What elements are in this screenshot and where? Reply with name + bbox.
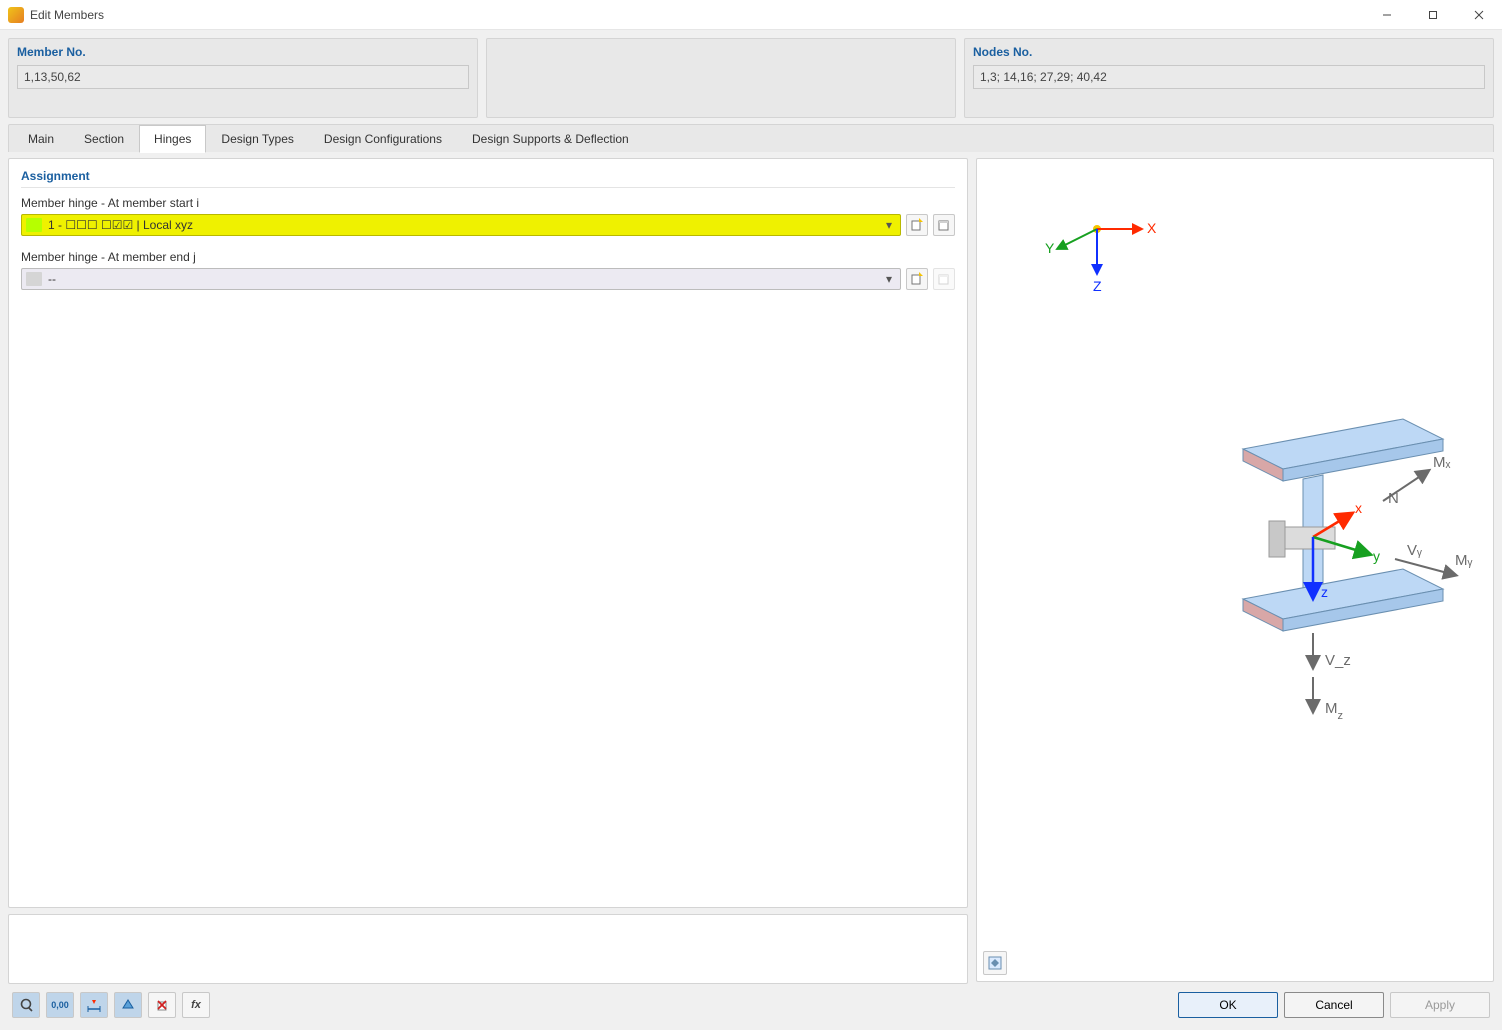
preview-panel[interactable]: X Y Z — [976, 158, 1494, 982]
hinge-start-value: 1 - ☐☐☐ ☐☑☑ | Local xyz — [48, 218, 882, 232]
units-button[interactable]: 0,00 — [46, 992, 74, 1018]
axis-z-label: Z — [1093, 278, 1102, 294]
nodes-no-panel: Nodes No. — [964, 38, 1494, 118]
middle-empty-panel — [486, 38, 956, 118]
member-no-label: Member No. — [17, 45, 469, 59]
svg-text:Mᵧ: Mᵧ — [1455, 552, 1472, 569]
hinge-start-swatch — [26, 218, 42, 232]
comment-panel — [8, 914, 968, 984]
chevron-down-icon: ▾ — [882, 272, 896, 286]
hinge-end-swatch — [26, 272, 42, 286]
member-no-field[interactable] — [17, 65, 469, 89]
hinge-end-edit-button — [933, 268, 955, 290]
svg-text:N: N — [1388, 490, 1399, 507]
hinge-start-group: Member hinge - At member start i 1 - ☐☐☐… — [21, 196, 955, 236]
app-icon — [8, 7, 24, 23]
hinge-end-group: Member hinge - At member end j -- ▾ — [21, 250, 955, 290]
hinge-start-new-button[interactable] — [906, 214, 928, 236]
view-button[interactable] — [114, 992, 142, 1018]
svg-text:y: y — [1373, 548, 1380, 564]
footer-toolbar: 0,00 fx OK Cancel Apply — [8, 988, 1494, 1022]
axis-triad: X Y Z — [1037, 209, 1157, 309]
ok-button[interactable]: OK — [1178, 992, 1278, 1018]
hinge-start-edit-button[interactable] — [933, 214, 955, 236]
svg-text:Mz: Mz — [1325, 700, 1343, 722]
axis-x-label: X — [1147, 220, 1157, 236]
assignment-title: Assignment — [21, 169, 955, 188]
tab-hinges[interactable]: Hinges — [139, 125, 206, 153]
member-no-panel: Member No. — [8, 38, 478, 118]
svg-text:Vᵧ: Vᵧ — [1407, 542, 1422, 559]
minimize-button[interactable] — [1364, 0, 1410, 30]
dimension-button[interactable] — [80, 992, 108, 1018]
tab-design-configurations[interactable]: Design Configurations — [309, 125, 457, 152]
delete-button[interactable] — [148, 992, 176, 1018]
function-button[interactable]: fx — [182, 992, 210, 1018]
help-button[interactable] — [12, 992, 40, 1018]
svg-text:z: z — [1321, 584, 1328, 600]
tab-design-types[interactable]: Design Types — [206, 125, 309, 152]
hinge-end-value: -- — [48, 272, 882, 286]
tab-design-supports-deflection[interactable]: Design Supports & Deflection — [457, 125, 644, 152]
tab-section[interactable]: Section — [69, 125, 139, 152]
hinge-end-new-button[interactable] — [906, 268, 928, 290]
chevron-down-icon: ▾ — [882, 218, 896, 232]
hinge-end-combo[interactable]: -- ▾ — [21, 268, 901, 290]
hinge-diagram: x y z Mₓ N Vᵧ Mᵧ V_z Mz — [1173, 409, 1473, 749]
reset-view-button[interactable] — [983, 951, 1007, 975]
titlebar: Edit Members — [0, 0, 1502, 30]
nodes-no-field[interactable] — [973, 65, 1485, 89]
svg-text:Mₓ: Mₓ — [1433, 454, 1450, 471]
window-title: Edit Members — [30, 8, 104, 22]
cancel-button[interactable]: Cancel — [1284, 992, 1384, 1018]
close-button[interactable] — [1456, 0, 1502, 30]
svg-text:V_z: V_z — [1325, 652, 1351, 669]
hinge-end-label: Member hinge - At member end j — [21, 250, 955, 264]
axis-y-label: Y — [1045, 240, 1055, 256]
nodes-no-label: Nodes No. — [973, 45, 1485, 59]
hinge-start-combo[interactable]: 1 - ☐☐☐ ☐☑☑ | Local xyz ▾ — [21, 214, 901, 236]
tab-main[interactable]: Main — [13, 125, 69, 152]
tab-strip: Main Section Hinges Design Types Design … — [8, 124, 1494, 152]
apply-button[interactable]: Apply — [1390, 992, 1490, 1018]
maximize-button[interactable] — [1410, 0, 1456, 30]
hinge-start-label: Member hinge - At member start i — [21, 196, 955, 210]
assignment-panel: Assignment Member hinge - At member star… — [8, 158, 968, 908]
svg-text:x: x — [1355, 500, 1362, 516]
